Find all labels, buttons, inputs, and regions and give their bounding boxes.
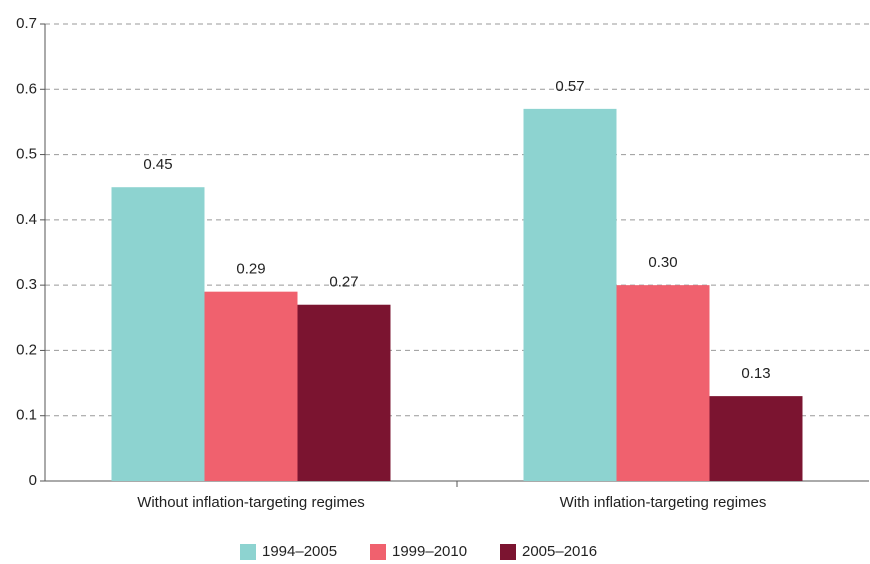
legend-swatch	[370, 544, 386, 560]
y-tick-label: 0.7	[16, 15, 37, 32]
bar	[709, 396, 803, 481]
y-tick-label: 0.1	[16, 407, 37, 424]
bar	[111, 187, 205, 481]
bar	[616, 285, 710, 481]
y-tick-label: 0.5	[16, 146, 37, 163]
value-label: 0.45	[143, 156, 172, 173]
legend-swatch	[500, 544, 516, 560]
y-tick-label: 0.6	[16, 80, 37, 97]
y-tick-label: 0	[29, 472, 37, 489]
x-tick-label: With inflation-targeting regimes	[560, 494, 767, 511]
legend-label: 2005–2016	[522, 543, 597, 560]
value-label: 0.57	[555, 78, 584, 95]
bar	[297, 304, 391, 481]
legend-label: 1999–2010	[392, 543, 467, 560]
x-tick-label: Without inflation-targeting regimes	[137, 494, 365, 511]
bar	[523, 108, 617, 481]
legend-label: 1994–2005	[262, 543, 337, 560]
y-tick-label: 0.4	[16, 211, 37, 228]
value-label: 0.30	[648, 254, 677, 271]
value-label: 0.27	[329, 274, 358, 291]
bar	[204, 291, 298, 481]
legend-swatch	[240, 544, 256, 560]
value-label: 0.29	[236, 261, 265, 278]
y-tick-label: 0.2	[16, 341, 37, 358]
value-label: 0.13	[741, 365, 770, 382]
y-tick-label: 0.3	[16, 276, 37, 293]
